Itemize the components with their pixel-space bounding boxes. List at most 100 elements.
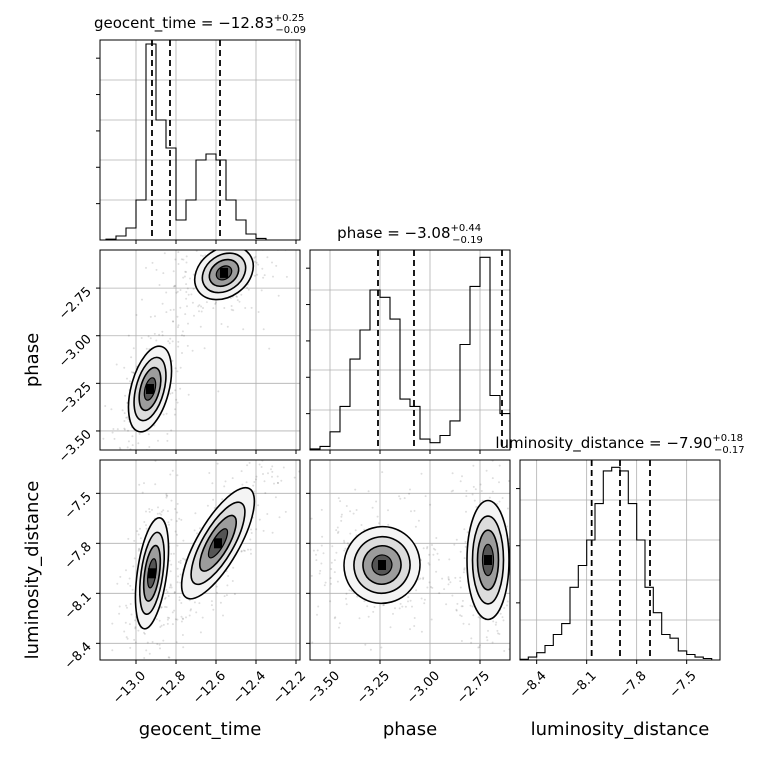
sample-point <box>315 553 317 556</box>
sample-point <box>116 428 119 431</box>
sample-point <box>509 454 511 456</box>
sample-point <box>223 485 226 488</box>
sample-point <box>182 276 185 279</box>
sample-point <box>132 371 135 374</box>
sample-point <box>266 256 269 259</box>
sample-point <box>200 235 202 237</box>
sample-point <box>382 604 385 607</box>
sample-point <box>496 502 499 505</box>
sample-point <box>330 582 332 585</box>
sample-point <box>198 304 201 307</box>
sample-point <box>198 248 200 250</box>
sample-point <box>141 491 144 494</box>
sample-point <box>367 490 370 493</box>
sample-point <box>233 235 235 237</box>
sample-point <box>463 568 466 571</box>
sample-point <box>422 576 425 579</box>
sample-point <box>251 246 253 248</box>
sample-point <box>494 623 497 626</box>
sample-point <box>129 584 132 587</box>
sample-point <box>157 506 159 509</box>
sample-point <box>167 340 170 343</box>
histogram-luminosity_distance <box>519 466 713 660</box>
sample-point <box>338 626 340 629</box>
sample-point <box>203 238 205 240</box>
sample-point <box>226 241 228 243</box>
sample-point <box>168 523 170 526</box>
sample-point <box>165 412 168 415</box>
sample-point <box>199 527 201 530</box>
sample-point <box>282 466 285 469</box>
sample-point <box>253 274 256 277</box>
sample-point <box>229 297 232 300</box>
sample-point <box>486 639 489 642</box>
sample-point <box>420 597 423 600</box>
sample-point <box>170 586 173 589</box>
sample-point <box>130 613 133 616</box>
sample-point <box>426 547 428 550</box>
sample-point <box>118 446 121 449</box>
sample-point <box>182 557 185 560</box>
sample-point <box>455 608 458 611</box>
panel-1-frame <box>309 249 511 451</box>
sample-point <box>124 394 127 397</box>
sample-point <box>138 432 141 435</box>
sample-point <box>455 538 458 541</box>
sample-point <box>169 337 172 340</box>
sample-point <box>148 508 151 510</box>
sample-point <box>491 641 494 644</box>
sample-point <box>125 636 128 639</box>
sample-point <box>407 600 409 603</box>
x-tick-label: −12.2 <box>270 668 309 707</box>
sample-point <box>222 245 224 247</box>
sample-point <box>186 344 189 347</box>
sample-point <box>143 521 146 523</box>
sample-point <box>517 548 519 550</box>
sample-point <box>169 583 172 586</box>
sample-point <box>137 442 140 445</box>
sample-point <box>168 559 171 562</box>
sample-point <box>176 618 179 621</box>
sample-point <box>245 481 248 484</box>
sample-point <box>254 255 257 258</box>
sample-point <box>462 571 465 574</box>
sample-point <box>343 549 346 552</box>
sample-point <box>215 244 217 246</box>
sample-point <box>123 420 126 422</box>
sample-point <box>349 532 352 535</box>
sample-point <box>485 469 488 472</box>
sample-point <box>151 261 154 264</box>
sample-point <box>161 330 164 333</box>
sample-point <box>339 500 342 503</box>
sample-point <box>217 234 219 236</box>
sample-point <box>126 606 128 609</box>
sample-point <box>131 667 133 669</box>
sample-point <box>170 552 173 555</box>
sample-point <box>127 582 129 585</box>
sample-point <box>217 390 220 393</box>
x-tick-label: −3.50 <box>304 668 343 707</box>
sample-point <box>345 592 348 595</box>
sample-point <box>360 524 363 526</box>
sample-point <box>176 533 178 536</box>
sample-point <box>318 572 321 575</box>
sample-point <box>166 494 169 497</box>
sample-point <box>284 510 287 513</box>
sample-point <box>171 611 174 614</box>
sample-point <box>224 480 227 483</box>
sample-point <box>128 623 131 626</box>
sample-point <box>277 294 280 297</box>
sample-point <box>461 599 464 602</box>
sample-point <box>138 548 141 551</box>
sample-point <box>167 595 170 597</box>
sample-point <box>343 539 345 542</box>
sample-point <box>180 518 183 521</box>
sample-point <box>417 519 420 522</box>
sample-point <box>137 549 140 552</box>
sample-point <box>494 680 496 682</box>
sample-point <box>459 576 462 579</box>
sample-point <box>334 616 337 619</box>
density-geocent_time-phase <box>102 234 288 450</box>
sample-point <box>512 617 514 619</box>
sample-point <box>269 456 271 458</box>
